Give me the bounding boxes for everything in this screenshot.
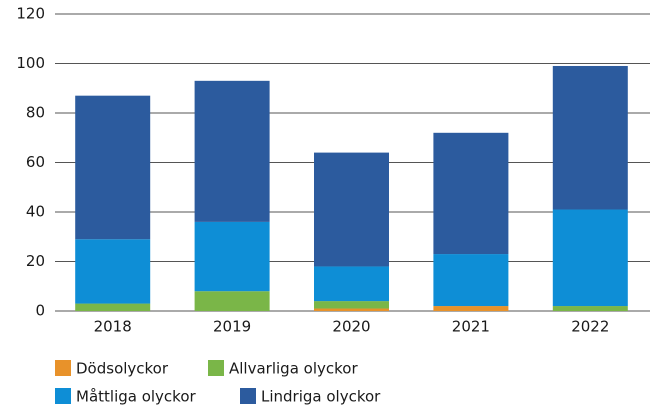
x-tick-label: 2020 bbox=[332, 318, 370, 336]
bar-segment bbox=[194, 221, 270, 292]
bar-segment bbox=[314, 301, 389, 309]
bar-segment bbox=[433, 132, 509, 255]
x-tick-label: 2021 bbox=[452, 318, 490, 336]
legend-label: Allvarliga olyckor bbox=[229, 360, 358, 378]
y-tick-label: 100 bbox=[16, 54, 45, 72]
bar-segment bbox=[75, 95, 151, 240]
bar-segment bbox=[552, 306, 628, 311]
bar-segment bbox=[552, 209, 628, 307]
y-tick-label: 20 bbox=[26, 252, 45, 270]
bar-segment bbox=[75, 239, 151, 304]
y-tick-label: 80 bbox=[26, 104, 45, 122]
y-tick-label: 60 bbox=[26, 153, 45, 171]
bar-segment bbox=[314, 152, 389, 267]
legend-label: Dödsolyckor bbox=[76, 360, 169, 378]
legend-swatch bbox=[55, 388, 71, 404]
bar-segment bbox=[314, 308, 389, 311]
bar-segment bbox=[194, 291, 270, 311]
x-tick-label: 2018 bbox=[94, 318, 132, 336]
bar-segment bbox=[314, 266, 389, 302]
bar-segment bbox=[75, 303, 151, 311]
y-tick-label: 40 bbox=[26, 203, 45, 221]
legend-swatch bbox=[55, 360, 71, 376]
y-tick-label: 120 bbox=[16, 5, 45, 23]
legend-swatch bbox=[208, 360, 224, 376]
x-tick-label: 2019 bbox=[213, 318, 251, 336]
legend-label: Måttliga olyckor bbox=[76, 388, 197, 405]
bar-segment bbox=[194, 80, 270, 222]
bar-segment bbox=[433, 306, 509, 311]
legend-label: Lindriga olyckor bbox=[261, 388, 381, 405]
bar-segment bbox=[552, 65, 628, 210]
x-tick-label: 2022 bbox=[571, 318, 609, 336]
legend-swatch bbox=[240, 388, 256, 404]
bar-segment bbox=[433, 254, 509, 307]
y-tick-label: 0 bbox=[35, 302, 45, 320]
